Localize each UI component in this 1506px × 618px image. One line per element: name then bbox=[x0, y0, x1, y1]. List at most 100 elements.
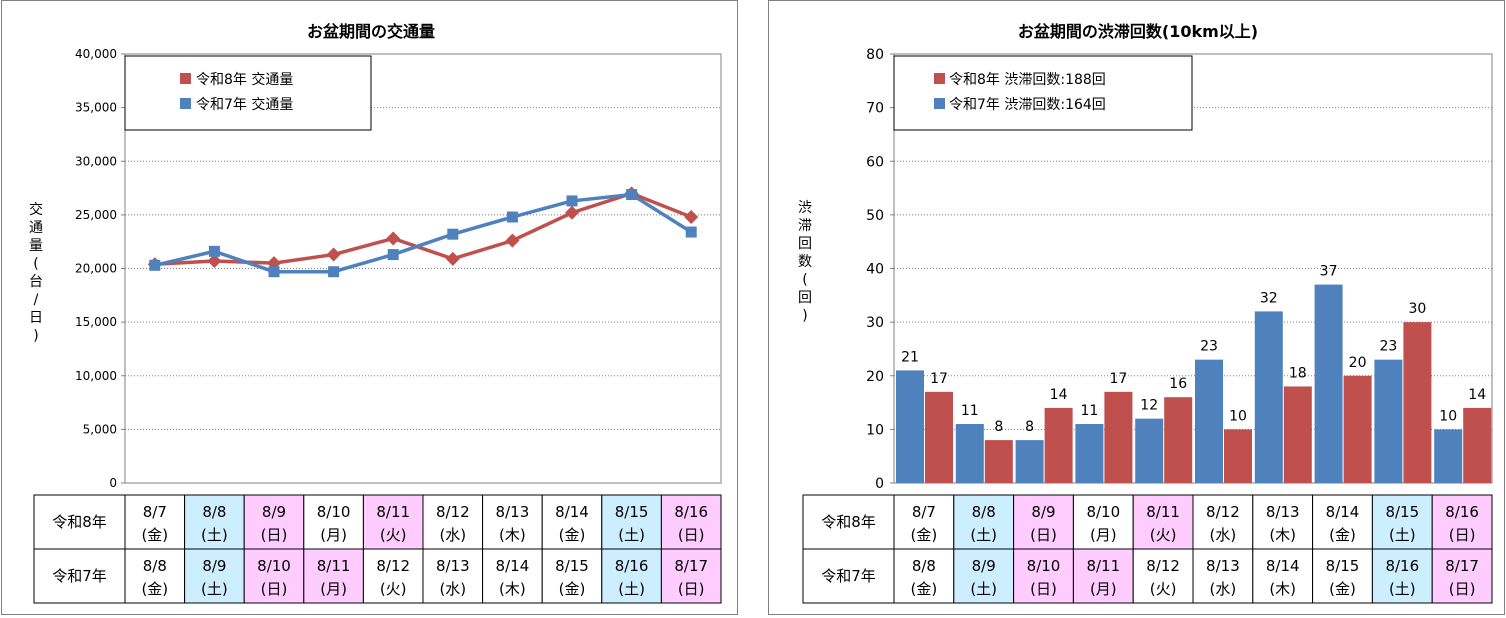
data-point bbox=[565, 205, 579, 220]
bar bbox=[1343, 375, 1372, 483]
table-cell bbox=[1192, 494, 1254, 550]
table-cell bbox=[1431, 548, 1493, 604]
table-row-label: 令和8年 bbox=[821, 513, 876, 531]
table-date: 8/15 bbox=[1385, 503, 1419, 521]
table-date: 8/13 bbox=[496, 503, 530, 521]
table-date: 8/9 bbox=[1031, 503, 1055, 521]
y-tick-label: 0 bbox=[109, 476, 117, 490]
table-day: (金) bbox=[1329, 526, 1356, 544]
table-cell bbox=[660, 548, 722, 604]
table-date: 8/12 bbox=[1146, 557, 1180, 575]
table-date: 8/8 bbox=[912, 557, 936, 575]
y-tick-label: 70 bbox=[866, 101, 884, 117]
data-label: 23 bbox=[1379, 339, 1397, 355]
table-day: (月) bbox=[320, 526, 347, 544]
y-axis-label-char: 通 bbox=[29, 220, 43, 236]
data-label: 30 bbox=[1408, 301, 1426, 317]
table-date: 8/12 bbox=[436, 503, 470, 521]
traffic-volume-chart: お盆期間の交通量 0 5,000 10,000 15,000 20,000 25,000 30… bbox=[29, 22, 722, 604]
table-cell bbox=[1312, 548, 1373, 604]
traffic-volume-panel: お盆期間の交通量 0 5,000 10,000 15,000 20,000 25,000 30… bbox=[1, 0, 738, 615]
chart-title: お盆期間の交通量 bbox=[307, 22, 435, 41]
table-day: (木) bbox=[499, 526, 526, 544]
table-day: (日) bbox=[1030, 580, 1057, 598]
y-axis-label-char: 量 bbox=[29, 238, 43, 254]
y-tick-label: 25,000 bbox=[75, 208, 117, 222]
data-point bbox=[149, 259, 161, 271]
table-cell bbox=[124, 548, 186, 604]
y-tick-label: 50 bbox=[866, 208, 884, 224]
table-day: (木) bbox=[1269, 526, 1296, 544]
table-cell bbox=[362, 494, 424, 550]
y-axis-label-char: 日 bbox=[29, 310, 43, 326]
data-point bbox=[447, 228, 459, 240]
table-cell bbox=[1013, 494, 1074, 550]
table-date: 8/13 bbox=[1266, 503, 1300, 521]
data-label: 18 bbox=[1289, 365, 1307, 381]
data-label: 20 bbox=[1349, 355, 1367, 371]
table-day: (木) bbox=[499, 580, 526, 598]
data-point bbox=[326, 247, 341, 262]
table-day: (日) bbox=[1030, 526, 1057, 544]
table-date: 8/11 bbox=[317, 557, 351, 575]
legend-swatch bbox=[934, 73, 945, 84]
table-cell bbox=[1371, 494, 1433, 550]
table-date: 8/10 bbox=[1086, 503, 1120, 521]
legend-label: 令和7年 交通量 bbox=[196, 96, 293, 113]
table-day: (水) bbox=[1210, 580, 1237, 598]
y-axis-label-char: 数 bbox=[798, 254, 812, 270]
table-date: 8/7 bbox=[912, 503, 936, 521]
table-date: 8/16 bbox=[674, 503, 708, 521]
table-cell bbox=[184, 494, 245, 550]
table-cell bbox=[953, 548, 1015, 604]
bar bbox=[1164, 397, 1193, 483]
data-label: 16 bbox=[1169, 376, 1187, 392]
y-axis-label-char: 台 bbox=[29, 274, 43, 290]
y-axis-label-char: ) bbox=[33, 328, 38, 344]
table-day: (日) bbox=[678, 526, 705, 544]
bar bbox=[1075, 424, 1104, 483]
y-axis-label: 交通量 (台 / 日) bbox=[29, 201, 43, 344]
table-date: 8/8 bbox=[972, 503, 996, 521]
table-row-label-cell bbox=[802, 494, 895, 550]
data-point bbox=[566, 195, 578, 207]
table-day: (日) bbox=[678, 580, 705, 598]
table-day: (月) bbox=[1090, 526, 1117, 544]
data-label: 8 bbox=[994, 419, 1003, 435]
data-label: 14 bbox=[1050, 387, 1068, 403]
y-tick-label: 30,000 bbox=[75, 154, 117, 168]
bar bbox=[1403, 322, 1432, 483]
table-cell bbox=[893, 494, 955, 550]
table-date: 8/8 bbox=[202, 503, 226, 521]
table-day: (水) bbox=[439, 580, 466, 598]
bar bbox=[1135, 418, 1164, 483]
legend bbox=[893, 55, 1193, 131]
table-date: 8/11 bbox=[1086, 557, 1120, 575]
table-date: 8/14 bbox=[1266, 557, 1300, 575]
data-label: 37 bbox=[1320, 264, 1338, 280]
y-tick-label: 0 bbox=[875, 476, 884, 492]
table-cell bbox=[1072, 548, 1134, 604]
table-date: 8/13 bbox=[436, 557, 470, 575]
y-tick-label: 40 bbox=[866, 262, 884, 278]
table-day: (火) bbox=[380, 580, 407, 598]
table-date: 8/15 bbox=[555, 557, 589, 575]
data-point bbox=[387, 249, 399, 261]
table-day: (月) bbox=[1090, 580, 1117, 598]
congestion-panel: お盆期間の渋滞回数(10km以上) 0 10 20 30 40 50 60 70 80 渋滞回数(回… bbox=[768, 0, 1505, 615]
data-point bbox=[386, 231, 401, 246]
table-day: (火) bbox=[1150, 580, 1177, 598]
table-cell bbox=[1252, 494, 1314, 550]
data-point bbox=[505, 233, 520, 248]
table-day: (土) bbox=[1389, 580, 1416, 598]
table-cell bbox=[541, 548, 603, 604]
table-day: (金) bbox=[141, 526, 168, 544]
y-axis-label-char: 渋 bbox=[798, 200, 812, 216]
table-date: 8/11 bbox=[376, 503, 410, 521]
bar bbox=[1224, 429, 1252, 483]
bar bbox=[896, 370, 924, 483]
data-label: 17 bbox=[930, 371, 948, 387]
table-day: (火) bbox=[380, 526, 407, 544]
y-tick-label: 80 bbox=[866, 47, 884, 63]
table-date: 8/12 bbox=[376, 557, 410, 575]
